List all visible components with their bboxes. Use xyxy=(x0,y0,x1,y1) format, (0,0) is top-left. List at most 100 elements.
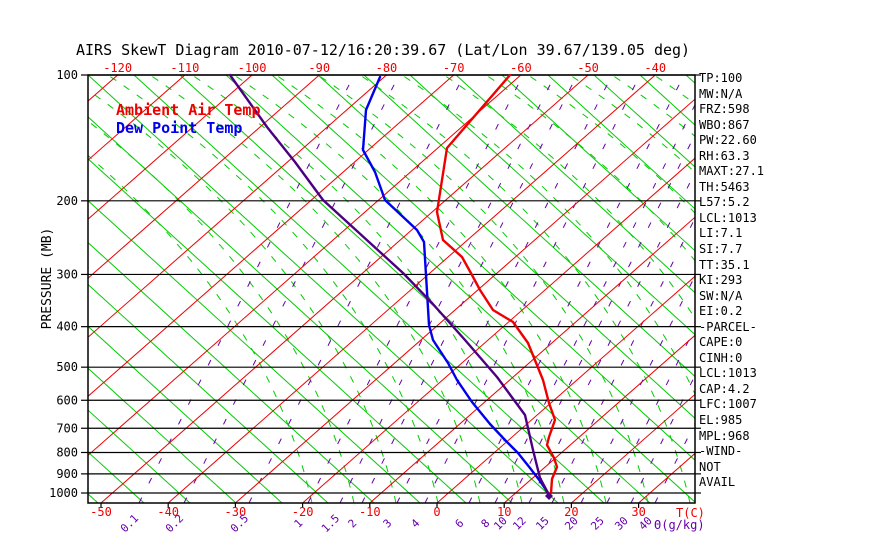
mixing-ratio-line xyxy=(361,75,578,503)
mixing-ratio-line xyxy=(468,75,685,503)
moist-adiabat-line xyxy=(485,75,695,262)
isotherm-line xyxy=(88,75,387,338)
stat-line: MPL:968 xyxy=(699,428,750,443)
stat-line: AVAIL xyxy=(699,475,736,490)
stat-line: EI:0.2 xyxy=(699,304,743,319)
top-temp-label: -100 xyxy=(238,61,267,75)
isotherm-line xyxy=(88,75,186,161)
top-temp-label: -60 xyxy=(510,61,532,75)
mixing-ratio-label: 0.1 xyxy=(118,512,141,535)
stat-line: LFC:1007 xyxy=(699,397,757,412)
dry-adiabat-line xyxy=(363,75,695,378)
top-temp-label: -40 xyxy=(644,61,666,75)
dry-adiabat-line xyxy=(409,75,695,336)
pressure-axis-label: 300 xyxy=(56,267,78,281)
mixing-ratio-line xyxy=(494,103,695,503)
dry-adiabat-line xyxy=(547,75,695,210)
isotherm-line xyxy=(88,75,253,220)
pressure-axis-label: 200 xyxy=(56,194,78,208)
bottom-temp-label: 10 xyxy=(497,505,511,519)
top-temp-label: -50 xyxy=(577,61,599,75)
mixing-ratio-label: 2 xyxy=(346,517,360,531)
isotherm-line xyxy=(100,75,589,503)
mixing-ratio-label: 3 xyxy=(381,517,395,531)
stat-line: EL:985 xyxy=(699,413,743,428)
bottom-temp-label: -10 xyxy=(359,505,381,519)
moist-adiabat-line xyxy=(317,75,649,503)
mixing-ratio-line xyxy=(307,75,524,503)
moist-adiabat-line xyxy=(88,154,313,503)
ambient-temp-trace xyxy=(435,73,559,495)
pressure-axis-title: PRESSURE (MB) xyxy=(40,227,55,330)
dry-adiabat-line xyxy=(271,75,695,461)
dry-adiabat-line xyxy=(501,75,695,252)
stat-line: FRZ:598 xyxy=(699,102,750,117)
page-title: AIRS SkewT Diagram 2010-07-12/16:20:39.6… xyxy=(76,41,691,59)
moist-adiabat-line xyxy=(88,120,355,503)
mixing-ratio-line xyxy=(248,75,465,503)
stat-line: -PARCEL- xyxy=(699,319,757,334)
dry-adiabat-line xyxy=(593,75,695,168)
isotherm-line xyxy=(503,334,695,503)
stat-line: -WIND- xyxy=(699,444,743,459)
plot-border xyxy=(87,74,696,504)
mixing-ratio-label: 1.5 xyxy=(319,512,342,535)
dry-adiabat-line xyxy=(88,241,375,503)
bottom-temp-label: -40 xyxy=(157,505,179,519)
dry-adiabat-line xyxy=(88,409,191,503)
dry-adiabat-line xyxy=(179,75,651,503)
bottom-temp-label: -20 xyxy=(292,505,314,519)
moist-adiabat-line xyxy=(107,75,439,503)
bottom-temp-label: 20 xyxy=(564,505,578,519)
stat-line: SI:7.7 xyxy=(699,242,743,257)
pressure-axis-label: 400 xyxy=(56,320,78,334)
moist-adiabat-line xyxy=(88,89,397,503)
isotherm-line xyxy=(436,275,695,503)
stat-line: CAPE:0 xyxy=(699,335,743,350)
stat-line: L57:5.2 xyxy=(699,195,750,210)
moist-adiabat-line xyxy=(443,75,695,320)
legend-dew-point-temp: Dew Point Temp xyxy=(116,119,243,137)
stat-line: TP:100 xyxy=(699,71,743,85)
isotherm-line xyxy=(88,75,118,102)
stat-line: CAP:4.2 xyxy=(699,381,750,396)
isotherm-line xyxy=(302,157,695,503)
isotherm-line xyxy=(88,75,454,397)
moist-adiabat-line xyxy=(149,75,481,503)
top-temp-label: -80 xyxy=(376,61,398,75)
mixing-unit-label: Θ(g/kg) xyxy=(654,518,705,532)
mixing-ratio-label: 6 xyxy=(453,517,467,531)
stat-line: CINH:0 xyxy=(699,350,743,365)
pressure-axis-label: 600 xyxy=(56,393,78,407)
bottom-temp-label: -30 xyxy=(225,505,247,519)
pressure-axis-label: 900 xyxy=(56,467,78,481)
pressure-axis-label: 100 xyxy=(56,68,78,82)
legend-ambient-air-temp: Ambient Air Temp xyxy=(116,101,261,119)
pressure-axis-label: 800 xyxy=(56,445,78,459)
pressure-axis-label: 1000 xyxy=(49,486,78,500)
isotherm-line xyxy=(88,75,522,457)
stat-line: RH:63.3 xyxy=(699,148,750,163)
stat-line: NOT xyxy=(699,459,721,474)
isotherm-line xyxy=(571,393,695,503)
pressure-axis-label: 500 xyxy=(56,360,78,374)
moist-adiabat-line xyxy=(233,75,565,503)
mixing-ratio-line xyxy=(339,75,556,503)
mixing-ratio-label: 30 xyxy=(612,514,631,533)
stat-line: LCL:1013 xyxy=(699,210,757,225)
dry-adiabat-line xyxy=(133,75,605,503)
stat-line: WBO:867 xyxy=(699,117,750,132)
top-temp-label: -90 xyxy=(308,61,330,75)
stat-line: PW:22.60 xyxy=(699,133,757,148)
dry-adiabat-line xyxy=(225,75,695,503)
parcel-trace xyxy=(228,73,550,495)
stat-line: KI:293 xyxy=(699,273,743,288)
mixing-ratio-line xyxy=(138,75,355,503)
moist-adiabat-line xyxy=(275,75,607,503)
dry-adiabat-line xyxy=(88,367,237,503)
bottom-temp-label: 0 xyxy=(433,505,440,519)
temp-unit-label: T(C) xyxy=(676,506,705,520)
mixing-ratio-line xyxy=(509,133,695,503)
